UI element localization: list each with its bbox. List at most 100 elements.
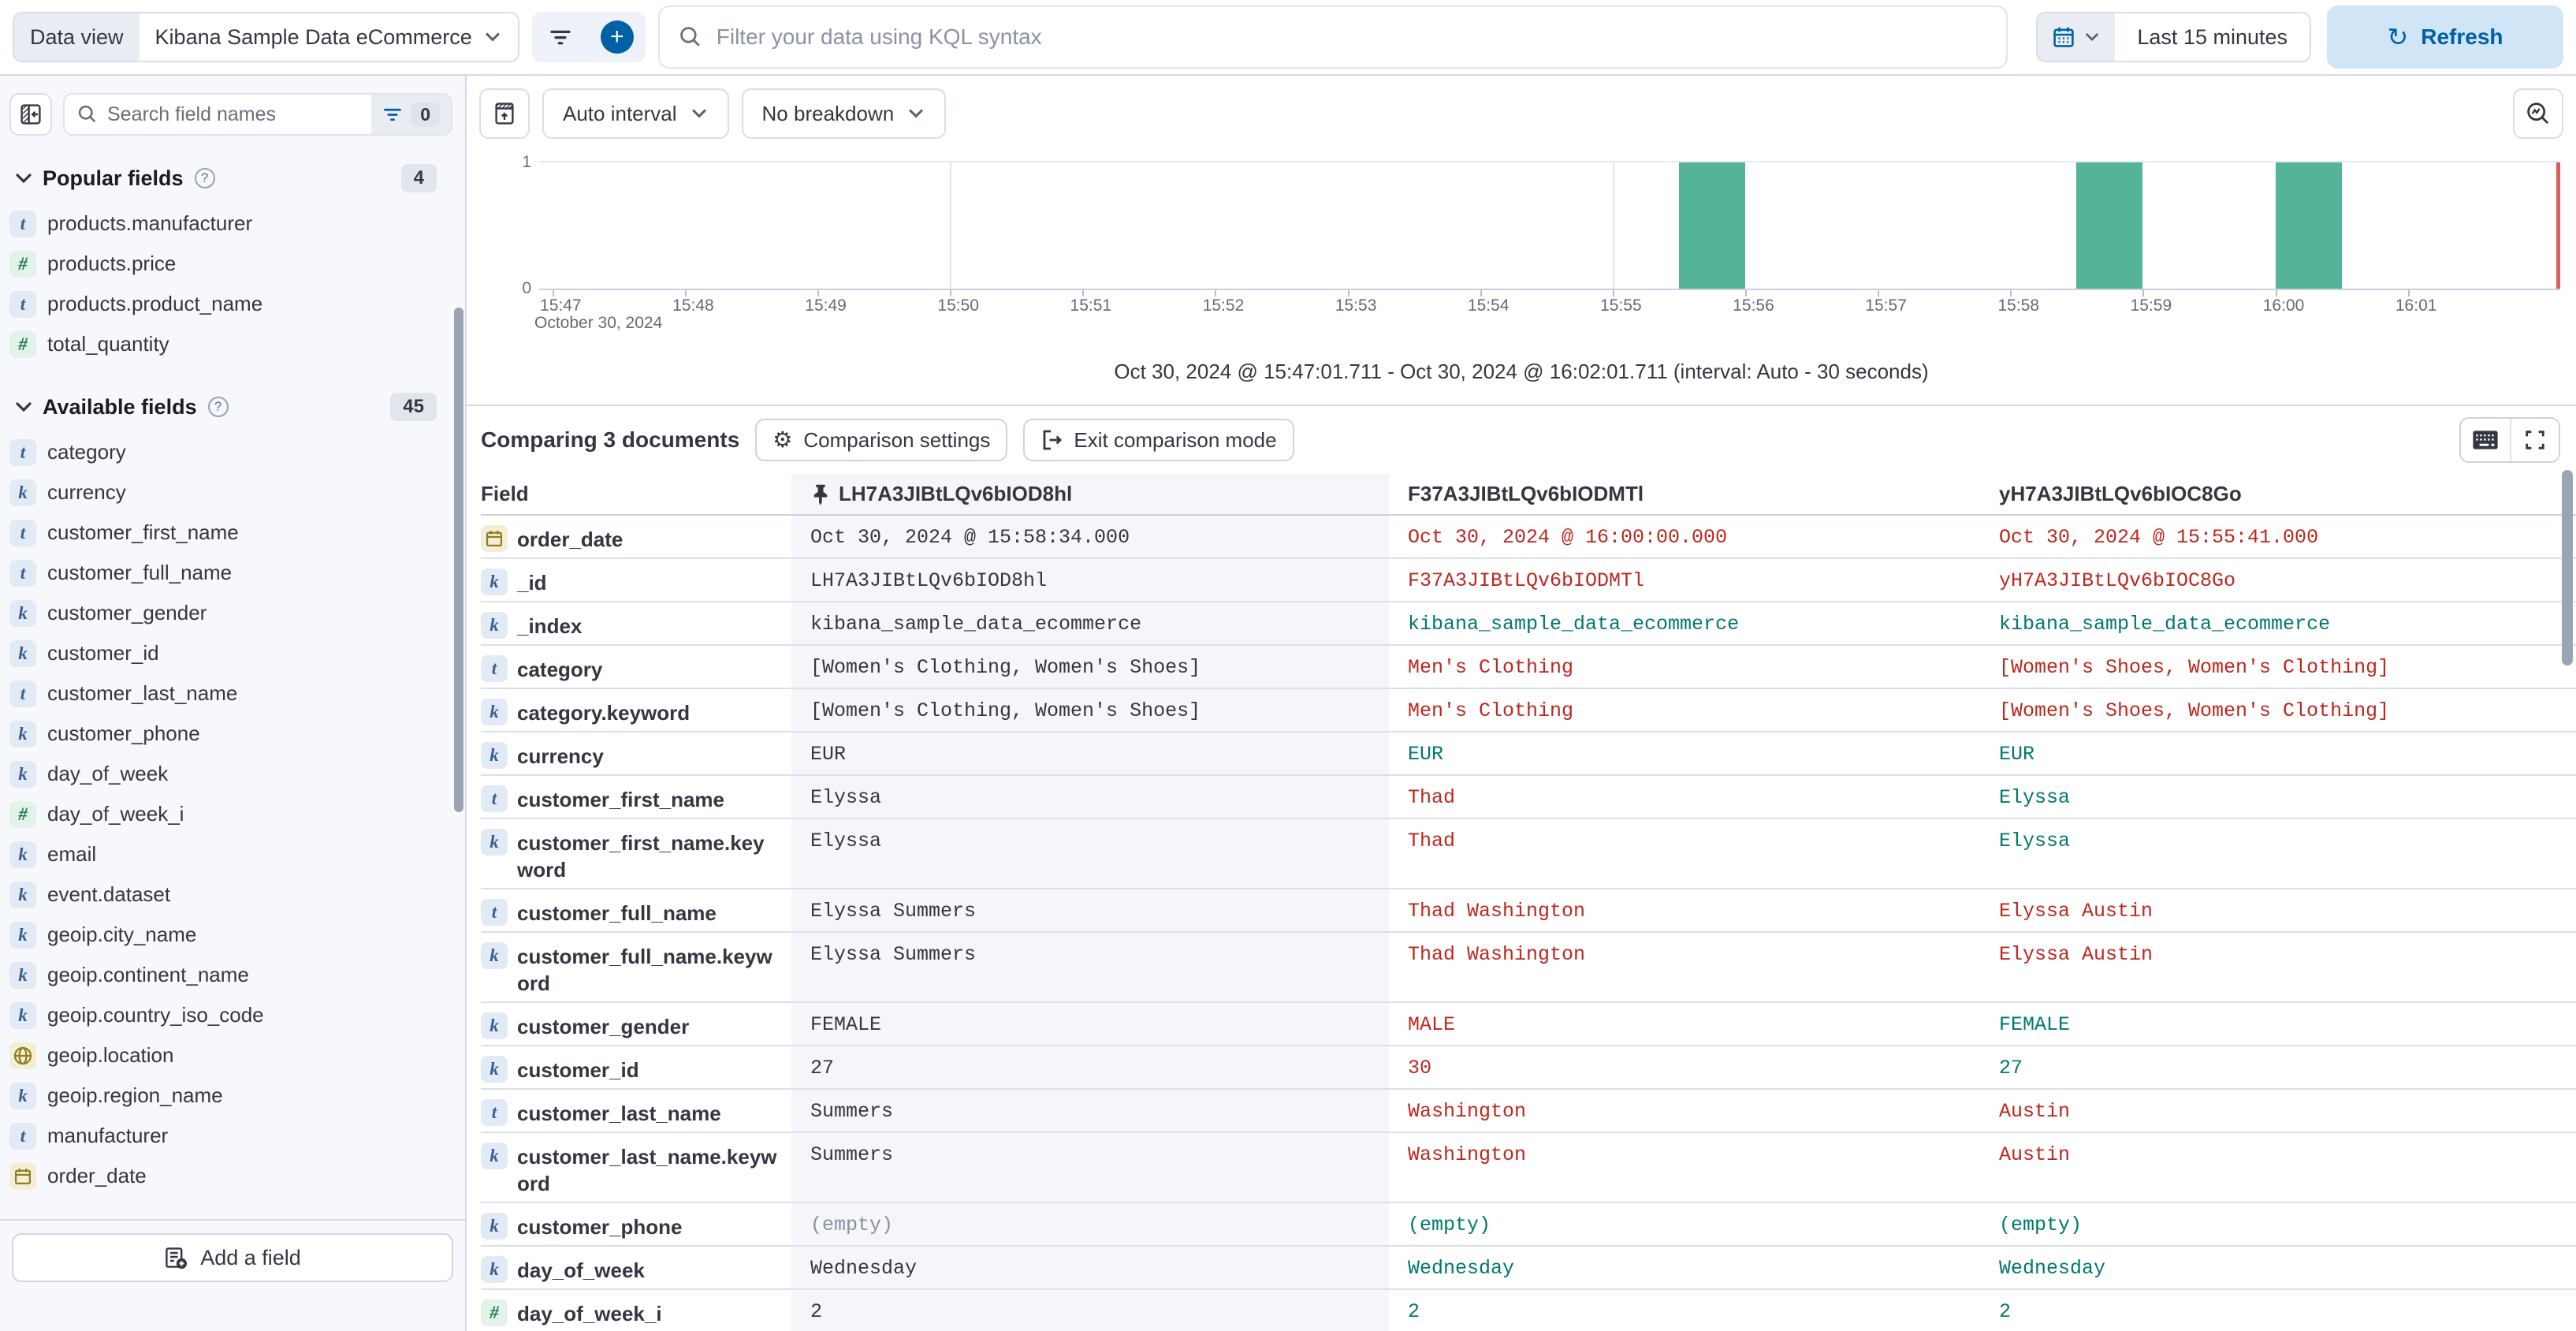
- add-filter-button[interactable]: +: [589, 12, 646, 62]
- field-search-box: [65, 95, 371, 134]
- comparison-settings-button[interactable]: ⚙ Comparison settings: [755, 419, 1008, 461]
- base-doc-value-cell: FEMALE: [791, 1003, 1389, 1045]
- sidebar-field-item[interactable]: k event.dataset: [0, 874, 465, 915]
- x-axis-tick-label: 15:57: [1865, 296, 1907, 315]
- field-name-cell[interactable]: k customer_last_name.keyword: [481, 1133, 791, 1202]
- kql-search-input[interactable]: [716, 24, 1988, 50]
- y-axis-tick-label: 1: [522, 153, 531, 171]
- sidebar-field-item[interactable]: k geoip.country_iso_code: [0, 995, 465, 1035]
- field-name-cell[interactable]: k _index: [481, 602, 791, 644]
- field-name-cell[interactable]: k customer_first_name.keyword: [481, 819, 791, 888]
- histogram-bar[interactable]: [2076, 162, 2143, 289]
- field-name-label: geoip.continent_name: [47, 963, 249, 986]
- field-search-input[interactable]: [107, 103, 359, 126]
- sidebar-field-item[interactable]: t products.manufacturer: [0, 203, 465, 244]
- field-name-cell[interactable]: # day_of_week_i: [481, 1290, 791, 1331]
- popular-fields-header[interactable]: Popular fields ? 4: [0, 164, 465, 192]
- collapse-sidebar-button[interactable]: [9, 93, 52, 136]
- field-name-cell[interactable]: order_date: [481, 516, 791, 557]
- doc-value-cell: Elyssa: [1999, 786, 2071, 809]
- field-name-cell[interactable]: t customer_last_name: [481, 1090, 791, 1132]
- add-field-icon: [164, 1246, 188, 1269]
- sidebar-field-item[interactable]: order_date: [0, 1156, 465, 1196]
- comparison-title: Comparing 3 documents: [481, 427, 740, 452]
- field-name-cell[interactable]: t category: [481, 646, 791, 688]
- field-name-cell[interactable]: k customer_gender: [481, 1003, 791, 1045]
- field-name-cell[interactable]: k category.keyword: [481, 689, 791, 731]
- exit-comparison-button[interactable]: Exit comparison mode: [1023, 419, 1294, 461]
- sidebar-field-item[interactable]: k geoip.city_name: [0, 915, 465, 955]
- sidebar-field-item[interactable]: geoip.location: [0, 1035, 465, 1076]
- field-name-label: order_date: [47, 1164, 147, 1187]
- sidebar-field-item[interactable]: k customer_id: [0, 633, 465, 673]
- sidebar-field-item[interactable]: k geoip.region_name: [0, 1076, 465, 1116]
- doc-value-cell: Elyssa Austin: [1999, 943, 2153, 966]
- sidebar-field-item[interactable]: t customer_first_name: [0, 513, 465, 553]
- x-axis-tick: [817, 290, 820, 296]
- field-name-label: geoip.city_name: [47, 923, 197, 946]
- sidebar-field-item[interactable]: # products.price: [0, 244, 465, 284]
- doc-column-header[interactable]: yH7A3JIBtLQv6bIOC8Go: [1980, 474, 2576, 514]
- sidebar-field-item[interactable]: k customer_gender: [0, 593, 465, 633]
- field-name-label: total_quantity: [47, 332, 169, 356]
- fullscreen-button[interactable]: [2510, 419, 2559, 461]
- sidebar-field-item[interactable]: k currency: [0, 472, 465, 513]
- time-range-value[interactable]: Last 15 minutes: [2137, 24, 2288, 49]
- sidebar-field-item[interactable]: t customer_last_name: [0, 673, 465, 714]
- refresh-button[interactable]: ↻ Refresh: [2327, 6, 2563, 69]
- data-view-select[interactable]: Kibana Sample Data eCommerce: [140, 25, 518, 50]
- edit-visualization-button[interactable]: [2513, 88, 2563, 139]
- hide-chart-button[interactable]: [479, 88, 530, 139]
- help-icon[interactable]: ?: [207, 397, 229, 417]
- field-name-label: currency: [517, 744, 604, 768]
- doc-column-header[interactable]: F37A3JIBtLQv6bIODMTl: [1389, 474, 1980, 514]
- sidebar-scrollbar[interactable]: [454, 308, 463, 812]
- field-name-cell[interactable]: k day_of_week: [481, 1247, 791, 1288]
- sidebar-field-item[interactable]: # total_quantity: [0, 324, 465, 364]
- x-axis-tick-label: 15:59: [2130, 296, 2172, 315]
- base-doc-value-cell: Elyssa: [791, 819, 1389, 888]
- help-icon[interactable]: ?: [194, 168, 215, 188]
- field-name-cell[interactable]: k currency: [481, 733, 791, 774]
- x-axis-tick-label: 15:55: [1600, 296, 1642, 315]
- field-name-cell[interactable]: k _id: [481, 559, 791, 601]
- sidebar-field-item[interactable]: k day_of_week: [0, 754, 465, 794]
- breakdown-select[interactable]: No breakdown: [741, 88, 947, 139]
- field-name-cell[interactable]: t customer_first_name: [481, 776, 791, 818]
- histogram-bar[interactable]: [1678, 162, 1745, 289]
- field-name-cell[interactable]: k customer_id: [481, 1046, 791, 1088]
- field-name-label: order_date: [517, 528, 624, 551]
- add-field-button[interactable]: Add a field: [12, 1233, 453, 1282]
- field-name-label: day_of_week: [517, 1258, 645, 1282]
- sidebar-field-item[interactable]: t products.product_name: [0, 284, 465, 324]
- field-name-cell[interactable]: k customer_full_name.keyword: [481, 933, 791, 1001]
- doc-value-cell: Thad Washington: [1408, 900, 1586, 923]
- keyword-field-icon: k: [481, 1056, 508, 1083]
- filter-menu-button[interactable]: [532, 12, 589, 62]
- table-scrollbar[interactable]: [2562, 470, 2573, 666]
- sidebar-field-item[interactable]: t category: [0, 432, 465, 472]
- sidebar-field-item[interactable]: # day_of_week_i: [0, 794, 465, 834]
- sidebar-field-item[interactable]: k geoip.continent_name: [0, 955, 465, 995]
- field-name-cell[interactable]: t customer_full_name: [481, 889, 791, 931]
- x-axis-tick: [1082, 290, 1085, 296]
- popular-fields-list: t products.manufacturer # products.price t pr…: [0, 203, 465, 364]
- base-doc-value-cell: Elyssa: [791, 776, 1389, 818]
- sidebar-field-item[interactable]: t manufacturer: [0, 1116, 465, 1156]
- pinned-doc-column-header[interactable]: LH7A3JIBtLQv6bIOD8hl: [791, 474, 1389, 514]
- sidebar-field-item[interactable]: k email: [0, 834, 465, 874]
- table-row: t customer_first_name Elyssa Thad Elyssa: [481, 776, 2576, 819]
- doc-value-cell: kibana_sample_data_ecommerce: [1408, 613, 1740, 636]
- keyboard-shortcuts-button[interactable]: [2461, 419, 2510, 461]
- field-filter-button[interactable]: 0: [371, 95, 451, 134]
- sidebar-field-item[interactable]: t customer_full_name: [0, 553, 465, 593]
- field-name-label: manufacturer: [47, 1124, 169, 1147]
- histogram-bar[interactable]: [2275, 162, 2342, 289]
- field-name-label: customer_gender: [517, 1015, 690, 1038]
- time-picker-menu[interactable]: [2038, 13, 2116, 61]
- field-name-cell[interactable]: k customer_phone: [481, 1203, 791, 1245]
- base-doc-value-cell: [Women's Clothing, Women's Shoes]: [791, 646, 1389, 688]
- sidebar-field-item[interactable]: k customer_phone: [0, 714, 465, 754]
- available-fields-header[interactable]: Available fields ? 45: [0, 393, 465, 421]
- interval-select[interactable]: Auto interval: [542, 88, 729, 139]
